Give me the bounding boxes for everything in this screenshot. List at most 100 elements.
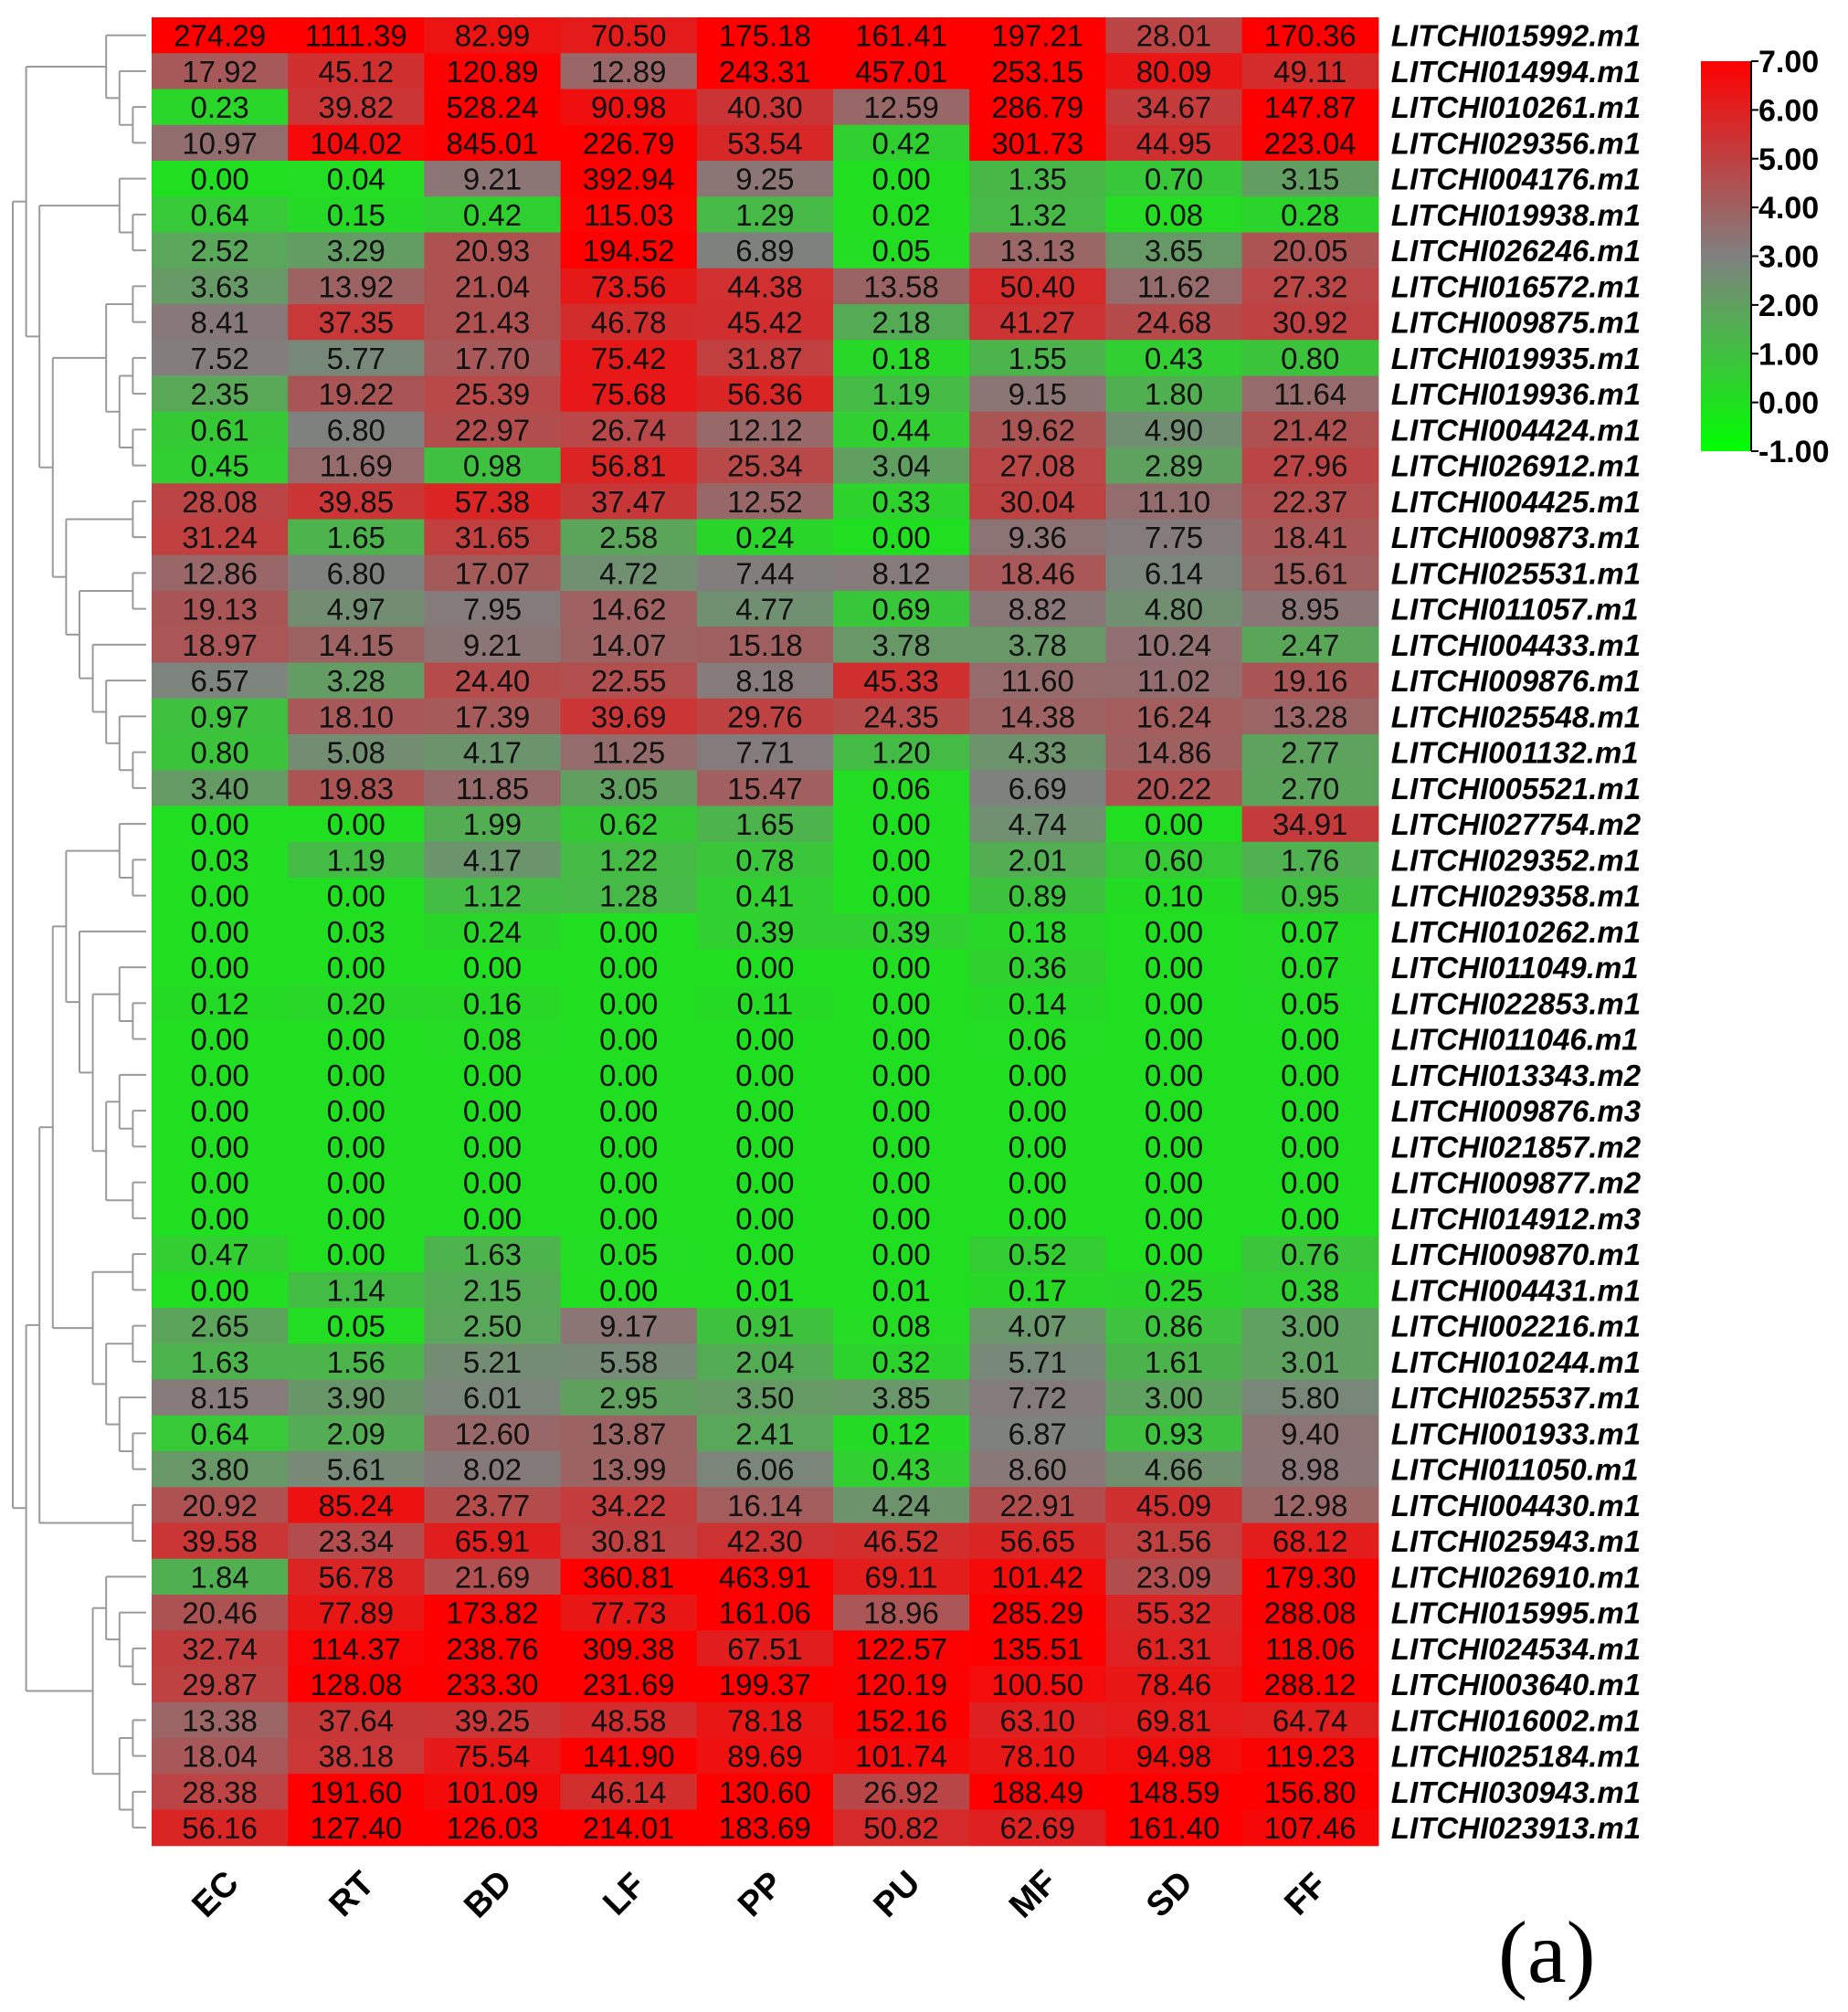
cell-value-label: 11.10 bbox=[1137, 485, 1210, 519]
cell-value-label: 45.09 bbox=[1136, 1489, 1212, 1522]
cell-value-label: 0.00 bbox=[1008, 1166, 1067, 1200]
heatmap-cell bbox=[1241, 1666, 1379, 1703]
heatmap-cell bbox=[424, 1630, 562, 1668]
heatmap-cell bbox=[969, 1092, 1106, 1130]
cell-value-label: 19.22 bbox=[319, 377, 395, 411]
cell-value-label: 4.97 bbox=[327, 593, 385, 627]
color-scale-tick-label: 1.00 bbox=[1758, 337, 1819, 372]
heatmap-cell bbox=[1105, 1379, 1243, 1417]
cell-value-label: 0.00 bbox=[1008, 1130, 1067, 1164]
cell-value-label: 223.04 bbox=[1264, 126, 1357, 160]
heatmap-cell bbox=[969, 232, 1106, 269]
cell-value-label: 8.12 bbox=[871, 556, 930, 590]
cell-value-label: 0.00 bbox=[1145, 1202, 1203, 1236]
cell-value-label: 31.56 bbox=[1136, 1524, 1212, 1558]
cell-value-label: 179.30 bbox=[1264, 1560, 1357, 1594]
cell-value-label: 197.21 bbox=[991, 19, 1083, 53]
cell-value-label: 27.32 bbox=[1272, 269, 1348, 303]
heatmap-cell bbox=[152, 1128, 289, 1165]
cell-value-label: 0.14 bbox=[1008, 986, 1067, 1020]
cell-value-label: 0.00 bbox=[1145, 1094, 1203, 1128]
cell-value-label: 77.73 bbox=[591, 1596, 667, 1630]
heatmap-cell bbox=[424, 1809, 562, 1847]
cell-value-label: 16.24 bbox=[1136, 700, 1212, 733]
color-scale-tick-label: 0.00 bbox=[1758, 386, 1819, 421]
heatmap-cell bbox=[833, 304, 970, 341]
cell-value-label: 0.00 bbox=[327, 807, 385, 841]
heatmap-cell bbox=[833, 1379, 970, 1417]
cell-value-label: 12.86 bbox=[182, 556, 258, 590]
heatmap-cell bbox=[696, 1236, 834, 1273]
heatmap-cell bbox=[696, 196, 834, 234]
heatmap-cell bbox=[833, 340, 970, 377]
heatmap-cell bbox=[969, 1308, 1106, 1344]
cell-value-label: 243.31 bbox=[719, 55, 811, 89]
heatmap-cell bbox=[424, 483, 562, 521]
row-label: LITCHI010261.m1 bbox=[1391, 90, 1641, 124]
heatmap-cell bbox=[833, 124, 970, 162]
cell-value-label: 0.00 bbox=[463, 951, 522, 985]
heatmap-cell bbox=[1105, 1415, 1243, 1452]
cell-value-label: 1.32 bbox=[1008, 198, 1067, 232]
heatmap-cell bbox=[1241, 841, 1379, 879]
cell-value-label: 170.36 bbox=[1264, 19, 1357, 53]
heatmap-cell bbox=[560, 554, 698, 592]
heatmap-cell bbox=[288, 913, 425, 951]
color-scale-tick-label: 5.00 bbox=[1758, 142, 1819, 177]
heatmap-cell bbox=[1241, 411, 1379, 448]
cell-value-label: 1.76 bbox=[1281, 843, 1339, 877]
cell-value-label: 1.99 bbox=[463, 807, 522, 841]
cell-value-label: 57.38 bbox=[455, 485, 531, 519]
cell-value-label: 0.24 bbox=[463, 915, 522, 949]
heatmap-cell bbox=[288, 734, 425, 771]
row-label: LITCHI011046.m1 bbox=[1391, 1023, 1639, 1057]
cell-value-label: 20.22 bbox=[1136, 772, 1212, 806]
cell-value-label: 0.39 bbox=[871, 915, 930, 949]
cell-value-label: 41.27 bbox=[1000, 306, 1076, 340]
heatmap-cell bbox=[969, 627, 1106, 664]
cell-value-label: 55.32 bbox=[1136, 1596, 1212, 1630]
cell-value-label: 285.29 bbox=[991, 1596, 1083, 1630]
cell-value-label: 4.17 bbox=[463, 736, 522, 770]
heatmap-cell bbox=[560, 770, 698, 807]
row-label: LITCHI024534.m1 bbox=[1391, 1632, 1641, 1666]
heatmap-cell bbox=[1105, 1558, 1243, 1596]
cell-value-label: 65.91 bbox=[455, 1524, 531, 1558]
heatmap-cell bbox=[1241, 1021, 1379, 1058]
cell-value-label: 286.79 bbox=[991, 90, 1083, 124]
heatmap-cell bbox=[152, 1092, 289, 1130]
heatmap-cell bbox=[969, 554, 1106, 592]
cell-value-label: 0.18 bbox=[1008, 915, 1067, 949]
cell-value-label: 0.00 bbox=[327, 1094, 385, 1128]
cell-value-label: 0.00 bbox=[463, 1094, 522, 1128]
cell-value-label: 22.37 bbox=[1272, 485, 1348, 519]
heatmap-cell bbox=[1105, 196, 1243, 234]
heatmap-cell bbox=[288, 483, 425, 521]
cell-value-label: 0.00 bbox=[1145, 1166, 1203, 1200]
heatmap-cell bbox=[833, 627, 970, 664]
heatmap-cell bbox=[969, 841, 1106, 879]
heatmap-cell bbox=[560, 1164, 698, 1201]
column-label: RT bbox=[322, 1865, 383, 1925]
heatmap-cell bbox=[560, 448, 698, 484]
heatmap-cell bbox=[560, 1200, 698, 1238]
cell-value-label: 0.60 bbox=[1145, 843, 1203, 877]
cell-value-label: 0.01 bbox=[871, 1273, 930, 1307]
heatmap-cell-values: 274.29 1111.39 82.99 70.50 175.18 161.41 197.2… bbox=[174, 19, 1357, 1846]
cell-value-label: 7.44 bbox=[735, 556, 794, 590]
cell-value-label: 75.42 bbox=[591, 342, 667, 375]
cell-value-label: 5.58 bbox=[599, 1345, 658, 1379]
cell-value-label: 56.36 bbox=[727, 377, 803, 411]
row-label: LITCHI009877.m2 bbox=[1391, 1166, 1642, 1200]
row-label: LITCHI025531.m1 bbox=[1391, 556, 1641, 590]
cell-value-label: 20.05 bbox=[1272, 234, 1348, 268]
heatmap-cell bbox=[833, 806, 970, 843]
heatmap-cell bbox=[288, 1415, 425, 1452]
heatmap-cell bbox=[152, 124, 289, 162]
cell-value-label: 0.00 bbox=[327, 880, 385, 913]
cell-value-label: 101.09 bbox=[447, 1775, 539, 1809]
heatmap-cell bbox=[969, 124, 1106, 162]
heatmap-cell bbox=[424, 1774, 562, 1811]
heatmap-cell bbox=[288, 985, 425, 1022]
heatmap-cell bbox=[696, 662, 834, 700]
